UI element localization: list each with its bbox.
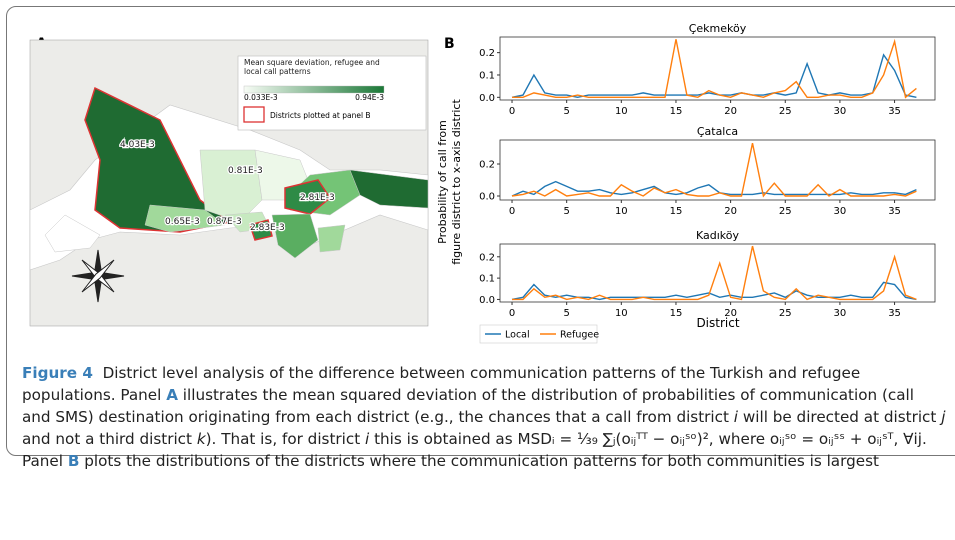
- district-label: 0.81E-3: [228, 166, 263, 176]
- x-tick-label: 30: [834, 308, 847, 319]
- x-tick-label: 35: [888, 206, 901, 217]
- caption: Figure 4 District level analysis of the …: [22, 362, 947, 472]
- x-tick-label: 10: [615, 308, 628, 319]
- charts: Çekmeköy 0.0 0.1 0.2 0 5 10 15 20 25 30 35 Çatalca 0.…: [479, 22, 936, 319]
- y-tick-label: 0.0: [479, 295, 495, 306]
- chart-title: Çekmeköy: [689, 22, 747, 35]
- x-tick-label: 25: [779, 106, 792, 117]
- y-tick-label: 0.2: [479, 160, 495, 171]
- x-tick-label: 0: [509, 206, 515, 217]
- x-tick-label: 20: [724, 308, 737, 319]
- caption-text: Figure 4: [22, 364, 93, 382]
- x-tick-label: 15: [670, 308, 683, 319]
- series-line: [512, 245, 917, 301]
- map: Mean square deviation, refugee and local…: [29, 39, 429, 327]
- caption-text: k: [196, 430, 206, 448]
- caption-text: ). That is, for district: [205, 430, 366, 448]
- axes-frame: [499, 243, 936, 303]
- series-line: [511, 180, 917, 197]
- y-axis-title-line: figure district to x-axis district: [450, 99, 463, 265]
- caption-text: will be directed at district: [738, 408, 942, 426]
- district-label: 0.87E-3: [207, 217, 242, 227]
- district-outlined: [84, 86, 232, 233]
- compass: [71, 249, 125, 303]
- legend-title: Mean square deviation, refugee and local…: [244, 58, 380, 76]
- caption-text: i: [365, 430, 370, 448]
- district-label: 0.65E-3: [165, 217, 200, 227]
- x-tick-label: 5: [563, 308, 569, 319]
- district-outlined: [249, 219, 273, 241]
- outline-swatch: [243, 106, 265, 123]
- x-tick-label: 15: [670, 106, 683, 117]
- y-tick-label: 0.1: [479, 274, 495, 285]
- x-tick-label: 0: [509, 106, 515, 117]
- x-tick-label: 5: [563, 106, 569, 117]
- caption-text: A: [166, 386, 178, 404]
- caption-text: j: [941, 408, 946, 426]
- district: [317, 224, 346, 253]
- caption-text: this is obtained as MSDᵢ = ¹⁄₃₉ ∑ⱼ(oᵢⱼᵀᵀ…: [22, 430, 932, 470]
- x-tick-label: 30: [834, 106, 847, 117]
- x-tick-label: 10: [615, 206, 628, 217]
- caption-text: plots the distributions of the districts…: [79, 452, 879, 470]
- y-axis-title: Probability of call from figure district…: [436, 99, 463, 265]
- x-tick-label: 20: [724, 106, 737, 117]
- x-tick-label: 25: [779, 206, 792, 217]
- district-label: 2.81E-3: [300, 193, 335, 203]
- legend-label: Refugee: [560, 330, 599, 341]
- chart-title: Çatalca: [697, 125, 738, 138]
- y-tick-label: 0.2: [479, 48, 495, 59]
- caption-text: illustrates the mean squared deviation o…: [22, 386, 919, 426]
- series-line: [511, 53, 917, 99]
- figure-frame: [6, 6, 955, 456]
- legend-label: Local: [505, 330, 530, 341]
- y-tick-label: 0.1: [479, 70, 495, 81]
- scale-min: 0.033E-3: [244, 93, 278, 102]
- legend-title-box: Mean square deviation, refugee and local…: [244, 58, 380, 76]
- series-line: [512, 38, 917, 99]
- x-tick-label: 30: [834, 206, 847, 217]
- x-tick-label: 35: [888, 106, 901, 117]
- series-line: [511, 143, 917, 198]
- district-label: 4.03E-3: [120, 140, 155, 150]
- district: [349, 169, 429, 209]
- caption-text: B: [67, 452, 80, 470]
- caption-text: i: [733, 408, 738, 426]
- district: [271, 213, 319, 259]
- district: [144, 204, 226, 233]
- x-tick-label: 25: [779, 308, 792, 319]
- panel-label: B: [444, 36, 455, 52]
- chart-title: Kadıköy: [696, 229, 740, 242]
- axes-frame: [499, 139, 936, 201]
- outline-label: Districts plotted at panel B: [270, 111, 371, 120]
- district-outlined: [284, 179, 332, 215]
- x-tick-label: 0: [509, 308, 515, 319]
- series-line: [511, 281, 917, 301]
- scale-max: 0.94E-3: [355, 93, 384, 102]
- color-scale: [243, 85, 385, 94]
- district-labels: 4.03E-3 0.81E-3 2.81E-3 0.65E-3 0.87E-3 …: [119, 139, 336, 235]
- y-tick-label: 0.0: [479, 192, 495, 203]
- x-tick-label: 20: [724, 206, 737, 217]
- y-axis-title-line: Probability of call from: [436, 120, 449, 244]
- district-label: 2.83E-3: [250, 223, 285, 233]
- x-tick-label: 5: [563, 206, 569, 217]
- y-tick-label: 0.0: [479, 93, 495, 104]
- x-axis-title: District: [696, 316, 739, 330]
- caption-text: District level analysis of the differenc…: [22, 364, 866, 404]
- legend-box: [479, 324, 598, 344]
- x-tick-label: 35: [888, 308, 901, 319]
- district: [199, 149, 263, 223]
- y-tick-label: 0.2: [479, 252, 495, 263]
- legend: Local Refugee: [485, 330, 599, 341]
- axes-frame: [499, 36, 936, 101]
- caption-text: and not a third district: [22, 408, 951, 448]
- x-tick-label: 10: [615, 106, 628, 117]
- x-tick-label: 15: [670, 206, 683, 217]
- figure: A Mean square deviation, refugee and loc…: [29, 22, 936, 344]
- district: [44, 214, 101, 253]
